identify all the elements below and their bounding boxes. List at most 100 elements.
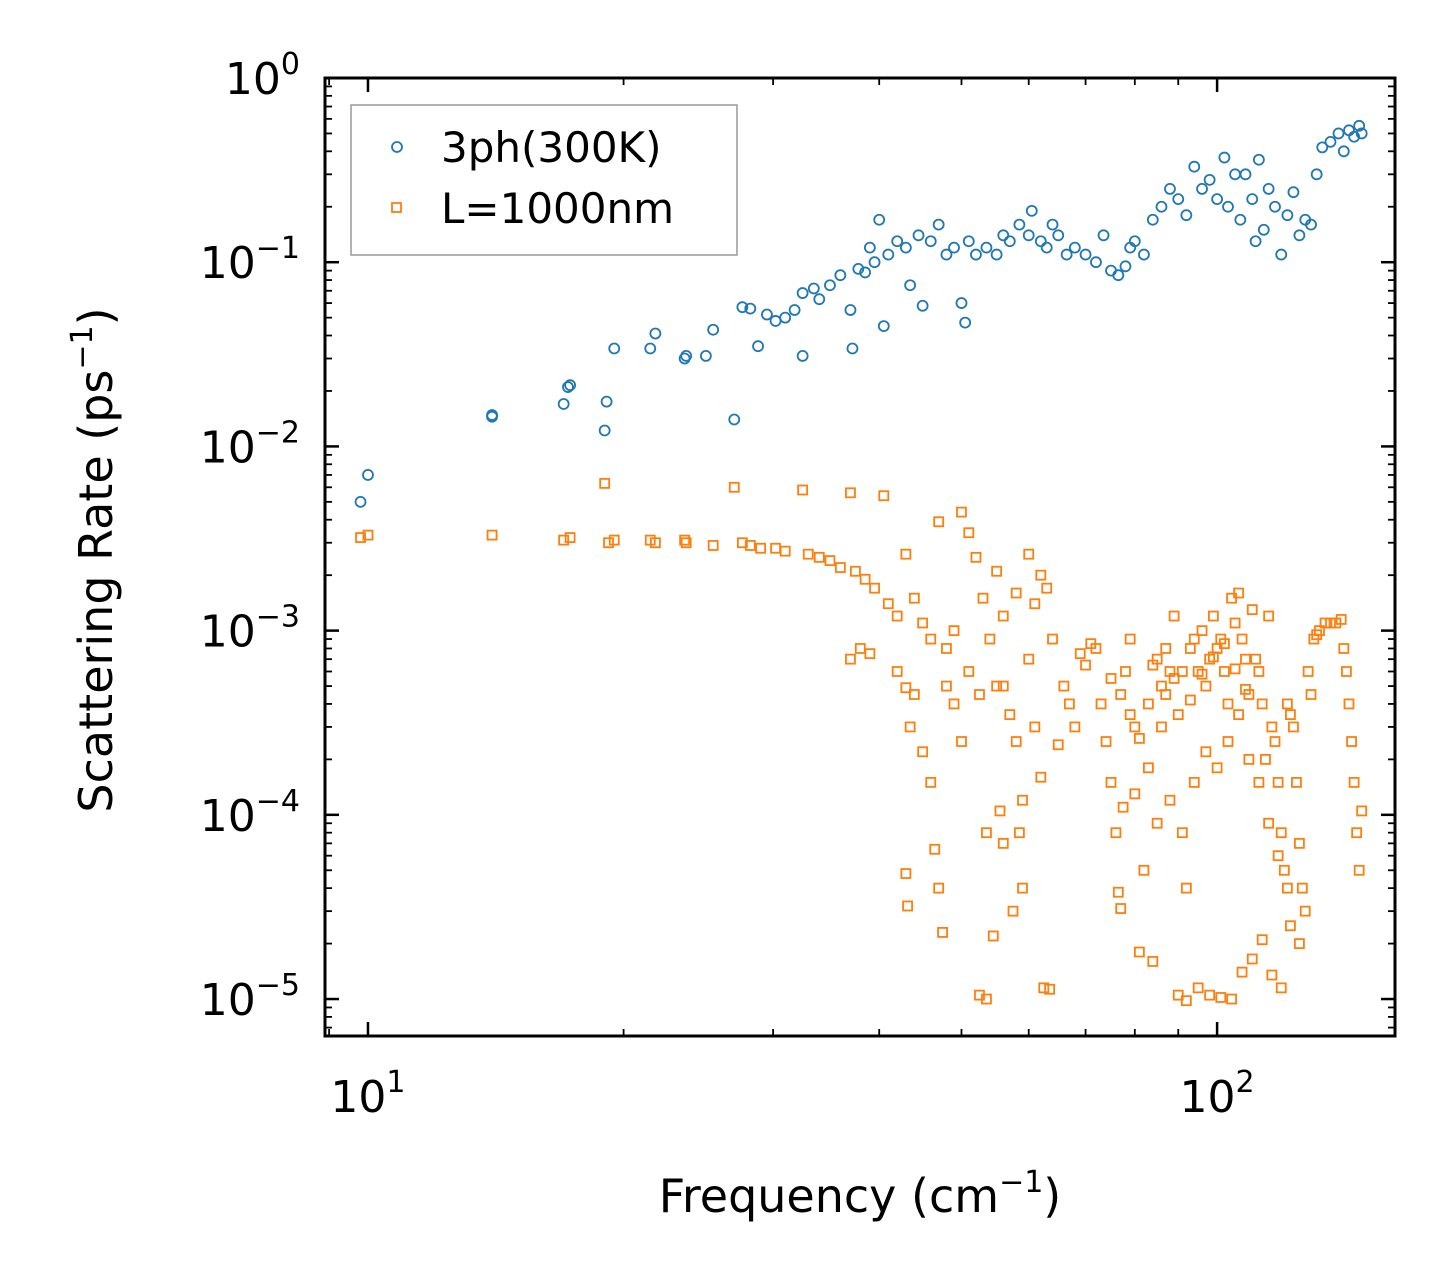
data-point: [707, 323, 720, 336]
data-point: [1243, 753, 1255, 765]
data-point: [869, 582, 880, 594]
data-point: [994, 805, 1006, 817]
data-point: [1172, 193, 1185, 206]
data-point: [824, 279, 836, 292]
data-point: [941, 643, 952, 654]
data-point: [1246, 604, 1258, 616]
data-point: [924, 235, 937, 248]
data-point: [1250, 653, 1261, 665]
data-point: [486, 529, 498, 541]
series-three-phonon: [354, 119, 1368, 508]
data-point: [1253, 666, 1265, 677]
data-point: [859, 573, 871, 585]
y-tick-label: 10−3: [200, 600, 300, 658]
data-point: [937, 927, 948, 938]
data-point: [1112, 269, 1125, 282]
data-point: [1196, 183, 1208, 195]
data-point: [679, 534, 691, 546]
data-point: [1356, 805, 1368, 817]
data-point: [1192, 982, 1204, 994]
data-point: [1155, 200, 1168, 213]
data-point: [1180, 882, 1192, 894]
data-point: [1097, 229, 1110, 242]
data-point: [788, 304, 801, 316]
data-point: [802, 548, 814, 560]
data-point: [984, 633, 996, 645]
data-point: [956, 506, 967, 518]
data-point: [846, 342, 859, 355]
data-point: [486, 409, 498, 421]
data-point: [908, 592, 920, 604]
data-point: [882, 248, 895, 261]
data-point: [1293, 938, 1305, 949]
data-point: [1222, 736, 1234, 747]
data-point: [997, 229, 1010, 242]
data-point: [728, 413, 741, 426]
data-point: [849, 565, 861, 577]
data-point: [1074, 648, 1086, 660]
data-point: [1119, 260, 1132, 273]
data-point: [1004, 709, 1016, 721]
data-point: [917, 617, 929, 629]
data-point: [1023, 653, 1035, 665]
data-point: [1058, 680, 1070, 692]
data-point: [917, 746, 929, 758]
data-point: [1229, 663, 1241, 675]
data-point: [1160, 689, 1172, 700]
data-point: [990, 248, 1003, 261]
data-point: [1256, 698, 1268, 710]
y-tick-label: 10−1: [200, 231, 300, 289]
data-point: [1100, 736, 1112, 747]
data-point: [1310, 168, 1323, 181]
data-point: [1117, 801, 1129, 813]
data-point: [736, 301, 749, 314]
data-point: [1080, 659, 1091, 671]
data-point: [755, 542, 767, 554]
data-point: [959, 316, 972, 329]
data-point: [770, 542, 781, 554]
legend: 3ph(300K) L=1000nm: [350, 104, 738, 256]
data-point: [1129, 788, 1141, 800]
data-point: [1302, 666, 1314, 677]
data-point: [1029, 721, 1041, 733]
data-point: [564, 379, 577, 392]
y-tick-label: 100: [225, 47, 300, 105]
data-point: [933, 882, 945, 894]
data-point: [1035, 569, 1047, 581]
data-point: [1218, 151, 1231, 164]
data-point: [1035, 771, 1047, 783]
data-point: [564, 532, 576, 543]
data-point: [1263, 817, 1275, 829]
data-point: [699, 350, 712, 362]
data-point: [1013, 218, 1026, 231]
data-point: [904, 279, 917, 292]
data-point: [956, 736, 967, 747]
data-point: [1168, 610, 1180, 622]
data-point: [1253, 776, 1265, 788]
data-point: [863, 241, 876, 254]
data-point: [1172, 709, 1184, 721]
data-point: [899, 241, 912, 254]
data-point: [1272, 850, 1284, 862]
data-point: [1291, 776, 1302, 788]
data-point: [1151, 653, 1163, 665]
data-point: [991, 680, 1003, 692]
data-point: [1226, 993, 1237, 1005]
data-point: [1353, 864, 1365, 876]
data-point: [1296, 882, 1308, 894]
y-axis-label: Scattering Rate (ps−1): [65, 307, 123, 812]
data-point: [1260, 753, 1271, 765]
data-point: [1133, 732, 1145, 744]
data-point: [873, 213, 886, 226]
data-point: [1341, 666, 1352, 677]
data-point: [912, 229, 925, 242]
data-point: [1281, 209, 1294, 222]
data-point: [1256, 934, 1268, 946]
data-point: [974, 689, 985, 700]
data-point: [1172, 989, 1184, 1001]
data-point: [1068, 241, 1081, 254]
legend-box: [350, 104, 738, 256]
data-point: [1269, 200, 1281, 213]
data-point: [1236, 633, 1248, 645]
data-point: [608, 342, 621, 355]
